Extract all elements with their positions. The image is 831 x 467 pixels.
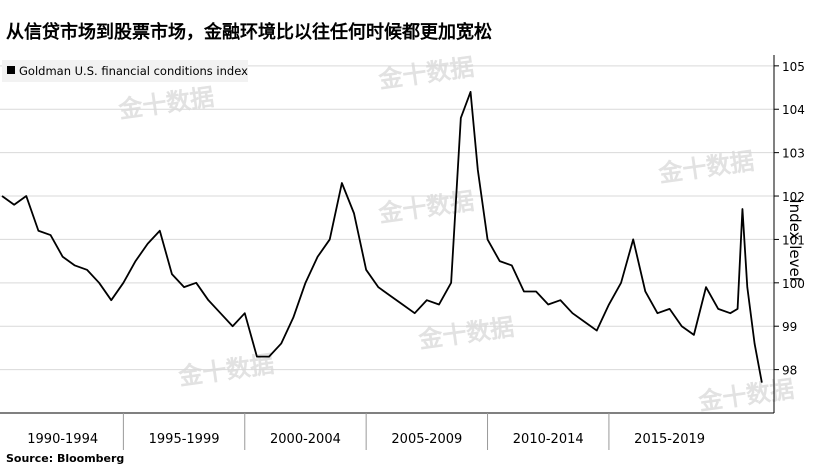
x-tick-label: 2010-2014 — [513, 432, 584, 447]
x-tick-label: 2000-2004 — [270, 432, 341, 447]
watermark: 金十数据 — [376, 187, 476, 228]
y-tick-label: 103 — [782, 147, 805, 161]
y-tick-label: 101 — [782, 233, 805, 247]
y-tick-label: 102 — [782, 190, 805, 204]
x-tick-label: 2005-2009 — [391, 432, 462, 447]
y-tick-label: 98 — [782, 364, 797, 378]
y-tick-label: 100 — [782, 277, 805, 291]
watermark: 金十数据 — [696, 375, 796, 416]
legend-box — [2, 60, 248, 82]
watermark: 金十数据 — [416, 313, 516, 354]
chart-title: 从信贷市场到股票市场，金融环境比以往任何时候都更加宽松 — [6, 21, 492, 43]
legend-label: Goldman U.S. financial conditions index — [19, 64, 248, 78]
y-axis-label: Index level — [786, 199, 804, 281]
watermark: 金十数据 — [116, 83, 216, 124]
y-tick-label: 105 — [782, 60, 805, 74]
x-tick-label: 2015-2019 — [634, 432, 705, 447]
y-tick-label: 99 — [782, 320, 797, 334]
x-tick-label: 1990-1994 — [27, 432, 98, 447]
data-line — [1, 90, 763, 383]
watermark: 金十数据 — [376, 53, 476, 94]
x-tick-label: 1995-1999 — [149, 432, 220, 447]
legend-swatch — [7, 66, 15, 74]
y-tick-label: 104 — [782, 103, 805, 117]
source: Source: Bloomberg — [6, 452, 124, 465]
